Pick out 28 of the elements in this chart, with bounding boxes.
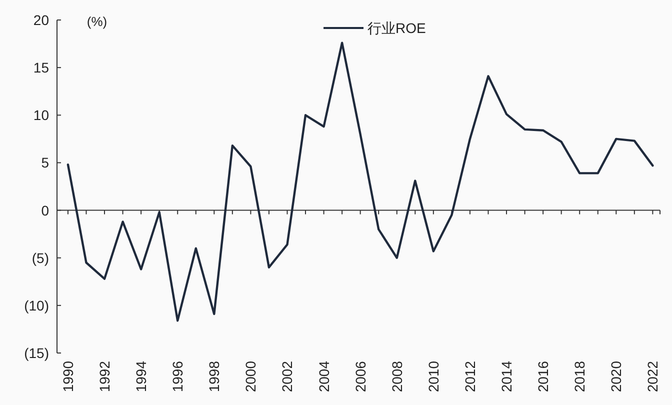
x-tick-label: 2004 <box>316 360 332 392</box>
x-tick-label: 2022 <box>644 360 661 392</box>
y-tick-label: 15 <box>33 60 50 76</box>
x-tick-label: 2018 <box>572 360 588 392</box>
y-tick-label: 5 <box>41 154 50 171</box>
x-tick-label: 1994 <box>133 360 150 392</box>
y-tick-label: (5) <box>32 250 49 266</box>
y-tick-label: 10 <box>33 107 50 124</box>
y-tick-label: (10) <box>24 297 49 314</box>
y-tick-label: 20 <box>33 12 50 28</box>
x-tick-label: 1996 <box>170 360 186 392</box>
x-tick-label: 2006 <box>352 360 368 392</box>
x-tick-label: 1998 <box>206 360 222 392</box>
x-tick-label: 2012 <box>462 360 478 392</box>
x-tick-label: 2008 <box>388 360 405 392</box>
legend-label: 行业ROE <box>368 20 426 36</box>
x-tick-label: 1992 <box>96 360 113 392</box>
x-tick-label: 2002 <box>279 360 296 392</box>
y-tick-label: 0 <box>41 202 50 218</box>
y-axis-title: (%) <box>86 14 108 29</box>
x-tick-label: 2000 <box>242 360 259 392</box>
x-tick-label: 1990 <box>60 360 76 392</box>
x-tick-label: 2016 <box>535 360 552 392</box>
x-tick-label: 2020 <box>608 360 624 392</box>
x-tick-label: 2014 <box>498 360 515 392</box>
line-series <box>66 42 654 322</box>
y-tick-label: (15) <box>24 345 49 361</box>
x-tick-label: 2010 <box>425 360 442 392</box>
